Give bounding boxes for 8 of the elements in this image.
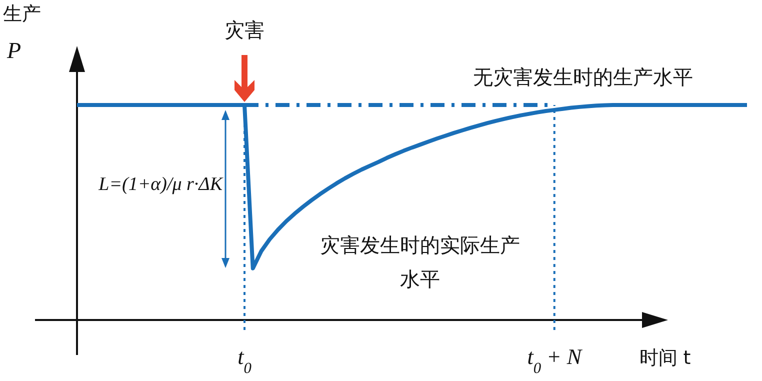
series-label: 灾害发生时的实际生产水平 xyxy=(320,233,520,291)
annotation: L=(1+α)/μ r·ΔK xyxy=(98,174,224,195)
x-tick-label: t$_{0}$ xyxy=(238,344,252,376)
x-axis-title: 时间 t xyxy=(639,347,691,369)
y-axis-title: 生产 P xyxy=(3,3,41,63)
text: 灾害 xyxy=(224,18,264,42)
series-label: 无灾害发生时的生产水平 xyxy=(473,65,693,89)
x-tick-label: t$_{0}$ + N xyxy=(527,344,583,376)
